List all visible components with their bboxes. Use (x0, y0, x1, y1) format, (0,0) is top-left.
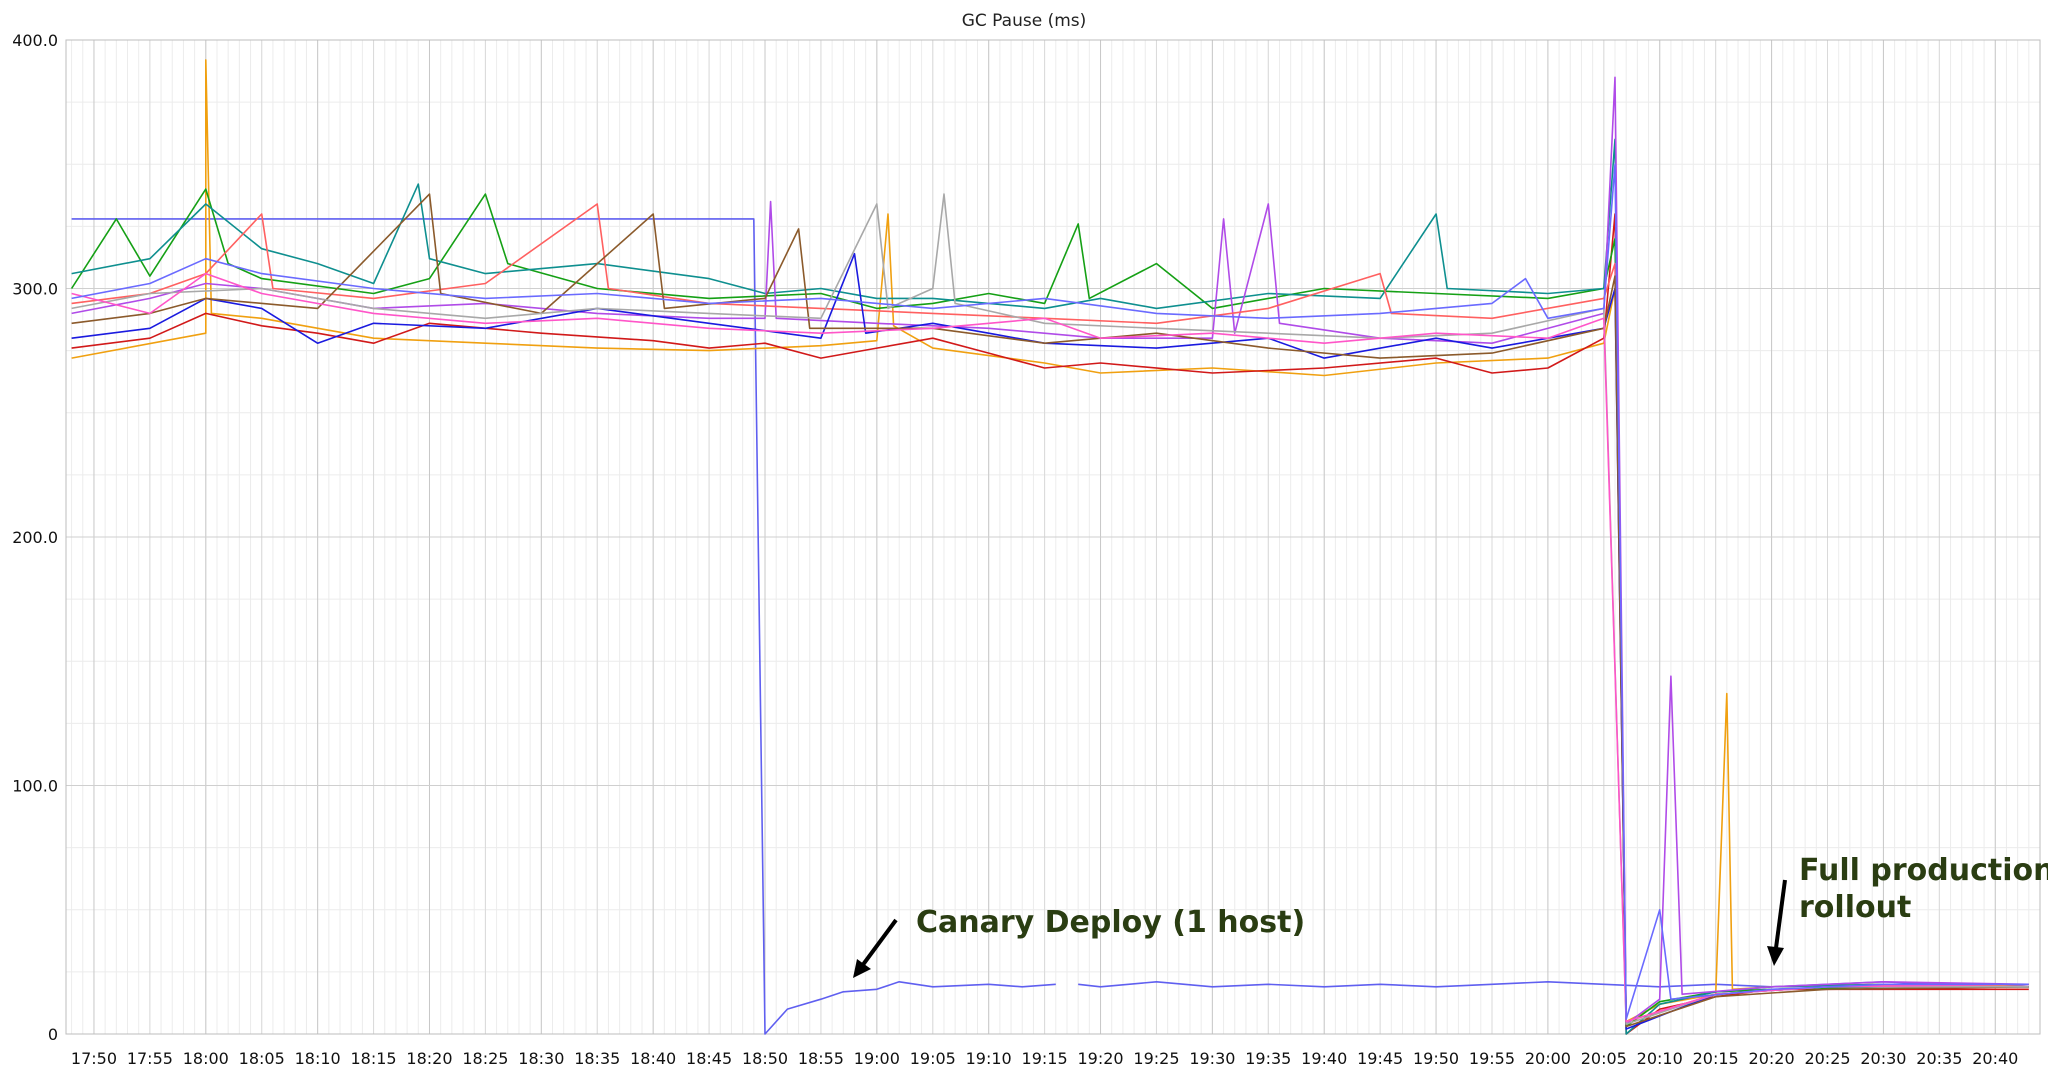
x-tick-label: 19:45 (1357, 1049, 1403, 1068)
x-tick-label: 19:25 (1133, 1049, 1179, 1068)
rollout-arrow-shaft (1774, 879, 1787, 949)
canary-arrow-shaft (860, 918, 898, 968)
rollout-annotation: Full production rollout (1767, 853, 2048, 966)
series-line (71, 252, 2029, 1030)
x-tick-label: 18:50 (742, 1049, 788, 1068)
x-tick-label: 18:05 (239, 1049, 285, 1068)
series-line (71, 193, 2029, 1028)
x-tick-label: 20:05 (1581, 1049, 1627, 1068)
x-tick-label: 18:15 (351, 1049, 397, 1068)
canary-arrow-head (853, 959, 871, 978)
x-tick-label: 19:00 (854, 1049, 900, 1068)
x-tick-label: 18:55 (798, 1049, 844, 1068)
y-tick-label: 400.0 (12, 31, 58, 50)
x-tick-label: 19:35 (1245, 1049, 1291, 1068)
x-tick-label: 20:40 (1972, 1049, 2018, 1068)
y-tick-label: 100.0 (12, 777, 58, 796)
series-line (71, 272, 2029, 1023)
x-tick-label: 17:55 (127, 1049, 173, 1068)
x-tick-label: 18:25 (462, 1049, 508, 1068)
x-tick-label: 19:20 (1077, 1049, 1123, 1068)
x-tick-label: 18:30 (518, 1049, 564, 1068)
x-tick-label: 20:00 (1525, 1049, 1571, 1068)
y-tick-label: 0 (48, 1025, 58, 1044)
major-gridlines (66, 39, 2040, 1035)
x-tick-label: 18:00 (183, 1049, 229, 1068)
series-line (71, 59, 2029, 1023)
x-axis: 17:50 17:55 18:00 18:05 18:10 18:15 18:20 18:25… (71, 1049, 2018, 1068)
rollout-arrow-head (1767, 946, 1784, 966)
x-tick-label: 19:55 (1469, 1049, 1515, 1068)
x-tick-label: 20:30 (1860, 1049, 1906, 1068)
rollout-label-line2: rollout (1799, 890, 1911, 925)
x-tick-label: 18:20 (406, 1049, 452, 1068)
x-tick-label: 19:40 (1301, 1049, 1347, 1068)
x-tick-label: 20:15 (1693, 1049, 1739, 1068)
x-tick-label: 20:10 (1637, 1049, 1683, 1068)
chart-title: GC Pause (ms) (962, 11, 1087, 31)
rollout-label-line1: Full production (1799, 853, 2048, 888)
series-line (70, 188, 2029, 1028)
x-tick-label: 20:20 (1749, 1049, 1795, 1068)
x-tick-label: 17:50 (71, 1049, 117, 1068)
x-tick-label: 18:10 (295, 1049, 341, 1068)
y-tick-label: 300.0 (12, 280, 58, 299)
canary-annotation: Canary Deploy (1 host) (853, 905, 1305, 978)
plot-frame (65, 39, 2041, 1035)
series-line (71, 163, 2029, 1020)
canary-label: Canary Deploy (1 host) (916, 905, 1305, 940)
x-tick-label: 18:45 (686, 1049, 732, 1068)
series-layer (70, 59, 2029, 1035)
x-tick-label: 18:40 (630, 1049, 676, 1068)
series-line (71, 138, 2029, 1035)
x-tick-label: 19:15 (1022, 1049, 1068, 1068)
x-tick-label: 20:25 (1804, 1049, 1850, 1068)
x-tick-label: 19:30 (1189, 1049, 1235, 1068)
x-tick-label: 18:35 (574, 1049, 620, 1068)
y-axis: 0 100.0 200.0 300.0 400.0 (12, 31, 58, 1044)
x-tick-label: 19:50 (1413, 1049, 1459, 1068)
y-tick-label: 200.0 (12, 528, 58, 547)
x-tick-label: 19:05 (910, 1049, 956, 1068)
x-tick-label: 19:10 (966, 1049, 1012, 1068)
series-line (71, 76, 2029, 1025)
x-tick-label: 20:35 (1916, 1049, 1962, 1068)
